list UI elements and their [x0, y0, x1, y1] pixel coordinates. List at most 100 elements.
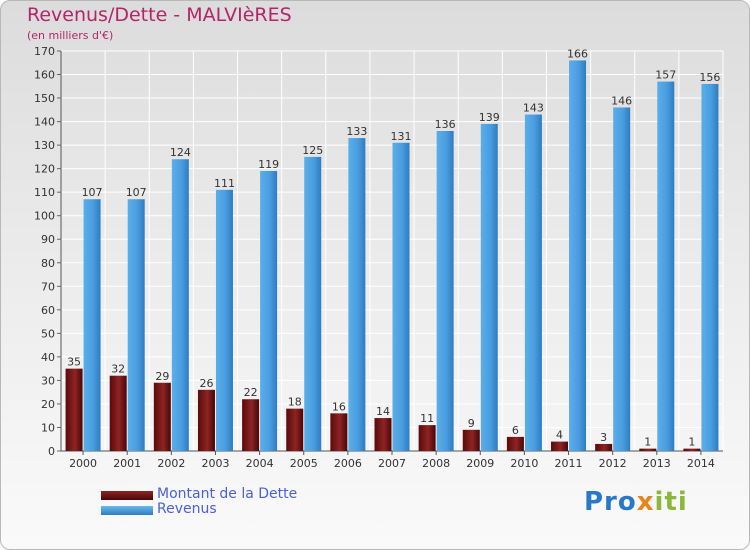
data-label-debt: 6	[512, 424, 519, 437]
x-tick-label: 2003	[201, 457, 229, 470]
bar-layer	[65, 60, 719, 452]
logo-part-3: iti	[654, 487, 688, 517]
x-tick-label: 2012	[599, 457, 627, 470]
y-tick-label: 0	[48, 445, 55, 458]
bar-revenue	[480, 123, 498, 452]
data-label-debt: 35	[67, 356, 81, 369]
y-tick-label: 40	[41, 351, 55, 364]
y-tick-label: 140	[34, 116, 55, 129]
y-tick-label: 20	[41, 398, 55, 411]
y-tick-label: 100	[34, 210, 55, 223]
x-tick-label: 2008	[422, 457, 450, 470]
data-label-debt: 9	[468, 417, 475, 430]
logo-part-1: Pro	[584, 487, 637, 517]
bar-debt	[286, 408, 304, 451]
bar-debt	[153, 382, 171, 451]
bar-debt	[639, 448, 657, 451]
data-label-revenue: 107	[126, 186, 147, 199]
bar-revenue	[171, 159, 189, 451]
y-tick-label: 150	[34, 92, 55, 105]
bar-revenue	[392, 142, 410, 451]
y-tick-label: 130	[34, 139, 55, 152]
x-tick-label: 2013	[643, 457, 671, 470]
y-tick-label: 90	[41, 233, 55, 246]
data-label-revenue: 133	[346, 125, 367, 138]
data-label-revenue: 107	[82, 186, 103, 199]
chart-subtitle: (en milliers d'€)	[27, 29, 114, 42]
bar-debt	[551, 441, 569, 451]
data-label-revenue: 156	[699, 71, 720, 84]
bar-revenue	[613, 107, 631, 452]
data-label-debt: 1	[688, 436, 695, 449]
proxiti-logo: Proxiti	[584, 487, 688, 517]
data-label-revenue: 166	[567, 47, 588, 60]
y-tick-label: 160	[34, 69, 55, 82]
data-label-revenue: 143	[523, 102, 544, 115]
data-label-debt: 32	[111, 363, 125, 376]
data-label-debt: 29	[155, 370, 169, 383]
y-tick-label: 70	[41, 280, 55, 293]
bar-debt	[418, 425, 436, 451]
bar-revenue	[436, 131, 454, 451]
bar-debt	[197, 389, 215, 451]
data-label-debt: 22	[244, 386, 258, 399]
x-tick-label: 2001	[113, 457, 141, 470]
label-layer: 3510732107291242611122119181251613314131…	[67, 47, 720, 448]
y-tick-label: 110	[34, 186, 55, 199]
data-label-revenue: 136	[435, 118, 456, 131]
y-tick-label: 80	[41, 257, 55, 270]
bar-revenue	[348, 138, 366, 451]
data-label-debt: 18	[288, 396, 302, 409]
data-label-debt: 14	[376, 405, 390, 418]
bar-revenue	[657, 81, 675, 452]
bar-debt	[242, 399, 260, 451]
grid-layer	[60, 50, 724, 452]
legend-swatch-revenue	[101, 506, 153, 515]
y-tick-label: 10	[41, 421, 55, 434]
legend-swatch-debt	[101, 491, 153, 500]
y-tick-label: 60	[41, 304, 55, 317]
bar-revenue	[127, 199, 145, 451]
legend-label-debt: Montant de la Dette	[157, 486, 298, 502]
bar-debt	[683, 448, 701, 451]
bar-revenue	[569, 60, 587, 451]
data-label-debt: 1	[644, 436, 651, 449]
data-label-revenue: 139	[479, 111, 500, 124]
y-tick-label: 170	[34, 45, 55, 58]
bar-revenue	[83, 199, 101, 451]
logo-part-2: x	[636, 487, 655, 517]
data-label-revenue: 119	[258, 158, 279, 171]
data-label-revenue: 157	[655, 69, 676, 82]
bar-revenue	[304, 156, 322, 451]
bar-debt	[595, 443, 613, 451]
data-label-debt: 4	[556, 429, 563, 442]
bar-debt	[374, 418, 392, 451]
data-label-debt: 16	[332, 400, 346, 413]
x-tick-label: 2011	[555, 457, 583, 470]
data-label-debt: 11	[420, 412, 434, 425]
y-tick-label: 30	[41, 374, 55, 387]
x-tick-label: 2014	[687, 457, 715, 470]
bar-debt	[462, 429, 480, 451]
data-label-revenue: 124	[170, 146, 191, 159]
bar-revenue	[701, 83, 719, 452]
bar-debt	[330, 413, 348, 451]
data-label-revenue: 146	[611, 94, 632, 107]
axis-layer: 0 10 20 30 40 50 60 70 80 90 100 110 120 130 140 150 160…	[34, 45, 723, 470]
y-tick-label: 50	[41, 327, 55, 340]
data-label-revenue: 125	[302, 144, 323, 157]
x-tick-label: 2004	[246, 457, 274, 470]
bar-debt	[109, 375, 127, 451]
data-label-revenue: 131	[391, 130, 412, 143]
x-tick-label: 2010	[510, 457, 538, 470]
x-tick-label: 2009	[466, 457, 494, 470]
bar-revenue	[260, 171, 278, 451]
x-tick-label: 2005	[290, 457, 318, 470]
bar-debt	[506, 436, 524, 451]
x-tick-label: 2000	[69, 457, 97, 470]
chart-title: Revenus/Dette - MALVIèRES	[27, 4, 292, 26]
x-tick-label: 2007	[378, 457, 406, 470]
y-tick-label: 120	[34, 163, 55, 176]
x-tick-label: 2002	[157, 457, 185, 470]
